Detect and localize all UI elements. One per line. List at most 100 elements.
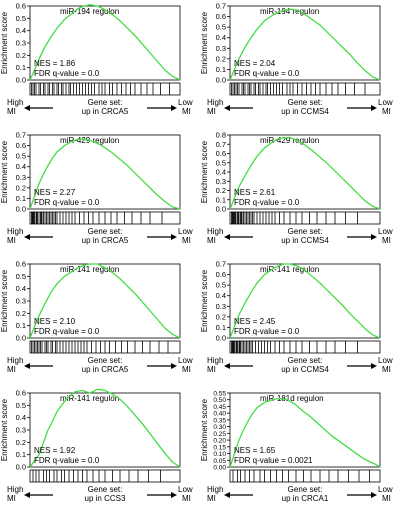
- high-mi-label: High: [207, 356, 223, 365]
- y-tick-label: 0.15: [213, 444, 226, 451]
- low-mi-label: Low: [178, 98, 193, 107]
- y-axis-label: Enrichment score: [0, 269, 9, 332]
- gene-set-name: up in CRCA5: [82, 107, 129, 116]
- y-tick-label: 0.8: [216, 131, 226, 140]
- y-tick-label: 0.1: [16, 63, 26, 72]
- nes-label: NES = 2.04: [234, 59, 276, 68]
- enrichment-curve: [29, 4, 181, 81]
- y-tick-label: 0.4: [216, 33, 226, 42]
- high-mi-label: High: [7, 356, 23, 365]
- y-tick-label: 0.0: [16, 334, 26, 343]
- right-arrow-icon: [371, 363, 377, 369]
- gene-set-label: Gene set:: [88, 485, 123, 494]
- y-tick-label: 0.4: [16, 284, 26, 293]
- right-arrow-icon: [171, 234, 177, 240]
- gsea-panel: 0.0 0.1 0.20.3 0.40.5 0.60.7 Enrichment score…: [200, 260, 393, 375]
- right-arrow-icon: [371, 105, 377, 111]
- low-mi-label: Low: [378, 98, 393, 107]
- low-mi-label: Low: [178, 356, 193, 365]
- nes-label: NES = 2.45: [234, 317, 276, 326]
- y-tick-label: 0.5: [216, 158, 226, 167]
- y-tick-label: 0.6: [216, 12, 226, 21]
- panel-title: miR-141 regulon: [260, 265, 319, 274]
- right-arrow-icon: [371, 234, 377, 240]
- y-tick-label: 0.1: [16, 321, 26, 330]
- hit-strip-frame: [229, 82, 381, 96]
- y-tick-label: 0.3: [16, 173, 26, 182]
- right-arrow-icon: [171, 492, 177, 498]
- y-tick-label: 0.5: [216, 23, 226, 32]
- high-mi-label: High: [7, 227, 23, 236]
- gsea-panel: 0.000.050.100.150.200.250.300.350.400.45…: [200, 391, 393, 504]
- y-axis-label: Enrichment score: [200, 398, 209, 461]
- nes-label: NES = 1.92: [34, 446, 76, 455]
- high-mi-label: MI: [7, 236, 16, 245]
- high-mi-label: MI: [207, 494, 216, 503]
- high-mi-label: MI: [207, 236, 216, 245]
- nes-label: NES = 2.27: [34, 188, 76, 197]
- y-axis-label: Enrichment score: [200, 269, 209, 332]
- y-tick-label: 0.4: [16, 162, 26, 171]
- panel-title: miR-429 regulon: [260, 136, 319, 145]
- left-arrow-icon: [224, 363, 230, 369]
- low-mi-label: MI: [182, 494, 191, 503]
- panel-title: miR-194 regulon: [260, 7, 319, 16]
- high-mi-label: High: [7, 98, 23, 107]
- y-tick-label: 0.2: [16, 183, 26, 192]
- enrichment-curve: [229, 137, 381, 210]
- y-tick-label: 0.2: [16, 51, 26, 60]
- panel-title: miR-181d regulon: [260, 394, 324, 403]
- y-tick-label: 0.1: [216, 65, 226, 74]
- y-tick-label: 0.1: [16, 450, 26, 459]
- high-mi-label: MI: [7, 365, 16, 374]
- nes-label: NES = 1.86: [34, 59, 76, 68]
- y-tick-label: 0.4: [16, 26, 26, 35]
- gene-set-name: up in CRCA5: [82, 365, 129, 374]
- gsea-panel: 0.0 0.1 0.2 0.3 0.4 0.5 0.6 Enrichment score miR…: [0, 2, 193, 117]
- hit-strip-frame: [229, 469, 381, 483]
- y-tick-label: 0.0: [216, 205, 226, 214]
- y-tick-label: 0.3: [216, 302, 226, 311]
- right-arrow-icon: [371, 492, 377, 498]
- gene-set-label: Gene set:: [288, 98, 323, 107]
- high-mi-label: High: [207, 98, 223, 107]
- y-tick-label: 0.5: [16, 401, 26, 410]
- y-tick-label: 0.0: [16, 463, 26, 472]
- low-mi-label: MI: [382, 365, 391, 374]
- y-tick-label: 0.2: [216, 54, 226, 63]
- y-tick-label: 0.35: [213, 417, 226, 424]
- y-tick-label: 0.3: [16, 39, 26, 48]
- high-mi-label: High: [207, 485, 223, 494]
- low-mi-label: MI: [382, 494, 391, 503]
- y-tick-label: 0.00: [213, 465, 226, 472]
- y-tick-label: 0.1: [216, 195, 226, 204]
- y-tick-label: 0.0: [216, 76, 226, 85]
- plot-frame: [229, 5, 381, 81]
- low-mi-label: MI: [182, 107, 191, 116]
- nes-label: NES = 1.65: [234, 446, 276, 455]
- nes-label: NES = 2.10: [34, 317, 76, 326]
- y-tick-label: 0.6: [16, 389, 26, 398]
- left-arrow-icon: [24, 105, 30, 111]
- y-tick-label: 0.2: [16, 438, 26, 447]
- y-tick-label: 0.6: [16, 260, 26, 269]
- hit-strip-frame: [229, 340, 381, 354]
- fdr-label: FDR q-value = 0.0: [34, 69, 100, 78]
- left-arrow-icon: [24, 492, 30, 498]
- gene-set-name: up in CRCA5: [82, 236, 129, 245]
- gene-set-label: Gene set:: [288, 227, 323, 236]
- low-mi-label: Low: [378, 227, 393, 236]
- gsea-panel: 0.0 0.1 0.20.3 0.40.5 0.60.7 Enrichment score…: [200, 2, 393, 117]
- high-mi-label: MI: [207, 365, 216, 374]
- plot-frame: [229, 263, 381, 339]
- enrichment-curve: [29, 263, 181, 339]
- left-arrow-icon: [24, 234, 30, 240]
- low-mi-label: Low: [378, 485, 393, 494]
- gene-set-name: up in CCMS4: [281, 107, 329, 116]
- high-mi-label: High: [207, 227, 223, 236]
- fdr-label: FDR q-value = 0.0: [234, 198, 300, 207]
- gene-set-label: Gene set:: [288, 356, 323, 365]
- low-mi-label: Low: [378, 356, 393, 365]
- plot-frame: [229, 392, 381, 468]
